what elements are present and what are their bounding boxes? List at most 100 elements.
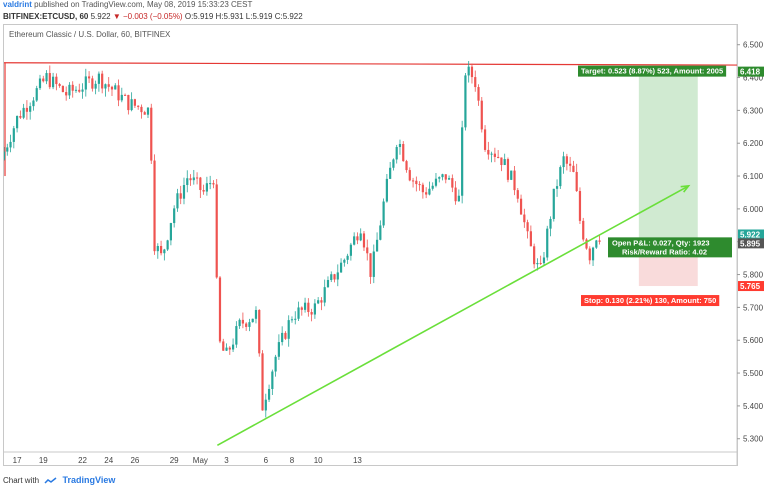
target-label-bg (578, 65, 727, 77)
author-name[interactable]: valdrint (3, 0, 32, 9)
price-change: −0.003 (−0.05%) (123, 12, 183, 21)
trend-line (216, 185, 689, 446)
y-tick-label: 5.600 (743, 336, 764, 345)
candle-body (434, 178, 438, 186)
candle-body (474, 77, 477, 88)
candle-body (199, 177, 202, 191)
y-tick-label: 6.100 (743, 172, 764, 181)
candle-body (536, 263, 539, 265)
candle-body (32, 100, 35, 107)
candle-body (356, 236, 359, 241)
candle-body (248, 322, 251, 327)
candle-body (9, 141, 12, 148)
y-tick-label: 6.200 (743, 139, 764, 148)
ohlc-values: O:5.919 H:5.931 L:5.919 C:5.922 (184, 12, 303, 21)
candle-body (290, 319, 294, 321)
target-zone (638, 71, 698, 244)
price-badge-bg (738, 66, 764, 77)
trend-arrow-head (680, 184, 691, 193)
y-tick-label: 6.500 (743, 41, 764, 50)
symbol-label: BITFINEX:ETCUSD, 60 (3, 12, 89, 21)
candle-body (163, 249, 166, 254)
candle-body (431, 185, 434, 189)
price-badge-bg (738, 281, 764, 292)
candle-body (464, 75, 467, 128)
price-badge: 6.418 (740, 68, 761, 77)
candle-body (159, 246, 163, 254)
rr-label: Risk/Reward Ratio: 4.02 (622, 247, 707, 256)
candle-body (313, 303, 316, 315)
candle-body (264, 399, 267, 411)
candle-body (438, 177, 441, 179)
candle-body (385, 178, 388, 202)
candle-body (300, 307, 303, 310)
change-arrow-icon: ▼ (112, 12, 121, 21)
candle-body (245, 323, 248, 327)
candle-body (447, 178, 451, 180)
price-chart[interactable]: 6.5006.4006.3006.2006.1006.0005.9005.800… (0, 0, 768, 472)
tradingview-logo-icon (44, 477, 57, 484)
candle-body (25, 107, 29, 112)
candle-body (127, 94, 130, 111)
candle-body (375, 239, 379, 252)
candle-body (461, 127, 464, 196)
candle-body (444, 174, 447, 180)
candle-body (4, 151, 6, 160)
candle-body (575, 171, 578, 192)
stop-label-bg (581, 295, 720, 307)
x-tick-label: 6 (264, 456, 269, 465)
candle-body (65, 92, 68, 96)
candle-body (212, 183, 215, 185)
candle-body (277, 342, 280, 357)
candle-body (186, 178, 189, 186)
candle-body (235, 326, 238, 345)
candle-body (19, 115, 22, 118)
candle-body (595, 240, 598, 248)
candle-body (176, 193, 179, 209)
candle-body (330, 274, 333, 280)
candle-body (395, 147, 398, 160)
footer-brand[interactable]: TradingView (62, 475, 116, 485)
candle-body (45, 73, 48, 82)
candle-body (533, 246, 536, 265)
candle-body (274, 356, 277, 372)
candle-body (588, 248, 591, 261)
candle-body (510, 170, 513, 180)
candle-body (261, 353, 264, 411)
candle-body (84, 76, 87, 90)
candle-body (598, 240, 601, 242)
candle-body (153, 160, 156, 252)
candle-body (398, 143, 402, 148)
candle-body (35, 88, 38, 101)
candle-body (287, 320, 290, 339)
candle-body (454, 187, 457, 202)
x-tick-label: 8 (290, 456, 295, 465)
candle-body (523, 214, 526, 223)
candle-body (582, 220, 585, 240)
y-tick-label: 5.400 (743, 402, 764, 411)
candle-body (506, 159, 510, 180)
candle-body (209, 183, 212, 185)
x-tick-label: May (193, 456, 208, 465)
candle-body (94, 83, 97, 89)
candle-body (258, 309, 261, 354)
candle-body (15, 115, 19, 129)
candle-body (146, 107, 150, 115)
price-badge: 5.922 (740, 230, 761, 239)
candle-body (267, 389, 271, 400)
candle-body (552, 188, 555, 219)
x-tick-label: 29 (170, 456, 179, 465)
candle-body (542, 257, 546, 264)
candle-body (215, 184, 218, 278)
candle-body (12, 128, 15, 142)
candle-body (402, 143, 405, 162)
y-tick-label: 5.800 (743, 271, 764, 280)
candle-body (336, 272, 339, 280)
candle-body (87, 76, 91, 79)
candle-body (284, 332, 287, 339)
target-label: Target: 0.523 (8.87%) 523, Amount: 2005 (581, 67, 723, 76)
candle-body (42, 78, 45, 82)
candle-body (585, 239, 588, 249)
candle-body (578, 191, 582, 221)
candle-body (271, 371, 274, 390)
